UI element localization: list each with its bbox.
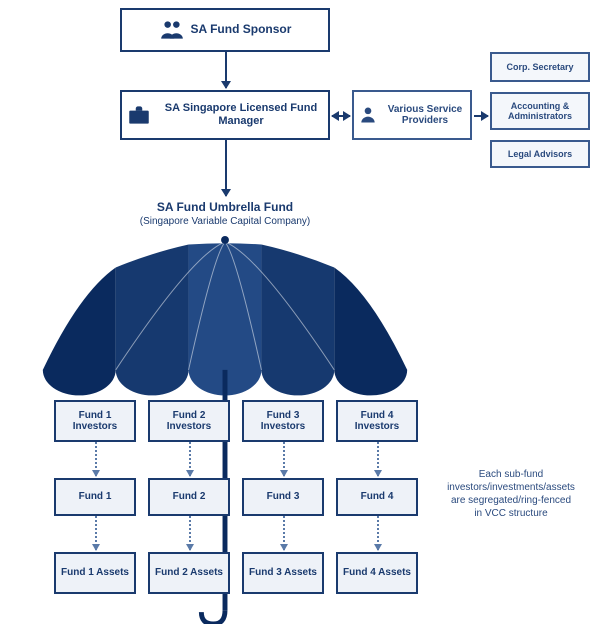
umbrella-title: SA Fund Umbrella Fund — [0, 200, 450, 214]
arrow-manager-to-services — [332, 115, 350, 117]
service-providers-box: Various Service Providers — [352, 90, 472, 140]
fund-assets-box: Fund 3 Assets — [242, 552, 324, 594]
fund-investors-box: Fund 2 Investors — [148, 400, 230, 442]
fund-assets-box: Fund 1 Assets — [54, 552, 136, 594]
side-box-label: Accounting & Administrators — [496, 101, 584, 122]
arrow-fund-down — [377, 442, 379, 476]
fund-cell-label: Fund 2 Assets — [155, 567, 223, 579]
person-icon — [358, 105, 378, 125]
fund-box: Fund 3 — [242, 478, 324, 516]
fund-cell-label: Fund 1 Investors — [60, 410, 130, 433]
arrow-fund-down — [95, 442, 97, 476]
arrow-fund-down — [283, 516, 285, 550]
fund-cell-label: Fund 2 Investors — [154, 410, 224, 433]
fund-investors-box: Fund 4 Investors — [336, 400, 418, 442]
arrow-services-to-side — [474, 115, 488, 117]
fund-cell-label: Fund 2 — [173, 491, 206, 503]
fund-assets-box: Fund 2 Assets — [148, 552, 230, 594]
fund-cell-label: Fund 3 Assets — [249, 567, 317, 579]
fund-cell-label: Fund 4 Investors — [342, 410, 412, 433]
briefcase-icon — [126, 102, 152, 128]
fund-manager-label: SA Singapore Licensed Fund Manager — [158, 102, 324, 127]
arrow-fund-down — [189, 516, 191, 550]
fund-assets-box: Fund 4 Assets — [336, 552, 418, 594]
fund-cell-label: Fund 1 — [79, 491, 112, 503]
fund-box: Fund 1 — [54, 478, 136, 516]
fund-cell-label: Fund 3 — [267, 491, 300, 503]
fund-box: Fund 2 — [148, 478, 230, 516]
arrow-fund-down — [189, 442, 191, 476]
fund-investors-box: Fund 3 Investors — [242, 400, 324, 442]
arrow-sponsor-to-manager — [225, 52, 227, 88]
arrow-fund-down — [283, 442, 285, 476]
sponsor-box: SA Fund Sponsor — [120, 8, 330, 52]
arrow-manager-to-umbrella — [225, 140, 227, 196]
people-icon — [159, 17, 185, 43]
fund-cell-label: Fund 1 Assets — [61, 567, 129, 579]
arrow-fund-down — [95, 516, 97, 550]
fund-cell-label: Fund 4 — [361, 491, 394, 503]
service-providers-label: Various Service Providers — [384, 104, 466, 127]
fund-cell-label: Fund 4 Assets — [343, 567, 411, 579]
sponsor-label: SA Fund Sponsor — [191, 23, 292, 37]
side-box-legal: Legal Advisors — [490, 140, 590, 168]
side-box-label: Corp. Secretary — [506, 62, 573, 72]
side-box-corp-secretary: Corp. Secretary — [490, 52, 590, 82]
fund-box: Fund 4 — [336, 478, 418, 516]
arrow-fund-down — [377, 516, 379, 550]
fund-manager-box: SA Singapore Licensed Fund Manager — [120, 90, 330, 140]
fund-cell-label: Fund 3 Investors — [248, 410, 318, 433]
segregation-note: Each sub-fundinvestors/investments/asset… — [436, 468, 586, 520]
side-box-label: Legal Advisors — [508, 149, 572, 159]
fund-investors-box: Fund 1 Investors — [54, 400, 136, 442]
umbrella-subtitle: (Singapore Variable Capital Company) — [0, 216, 450, 227]
side-box-accounting: Accounting & Administrators — [490, 92, 590, 130]
